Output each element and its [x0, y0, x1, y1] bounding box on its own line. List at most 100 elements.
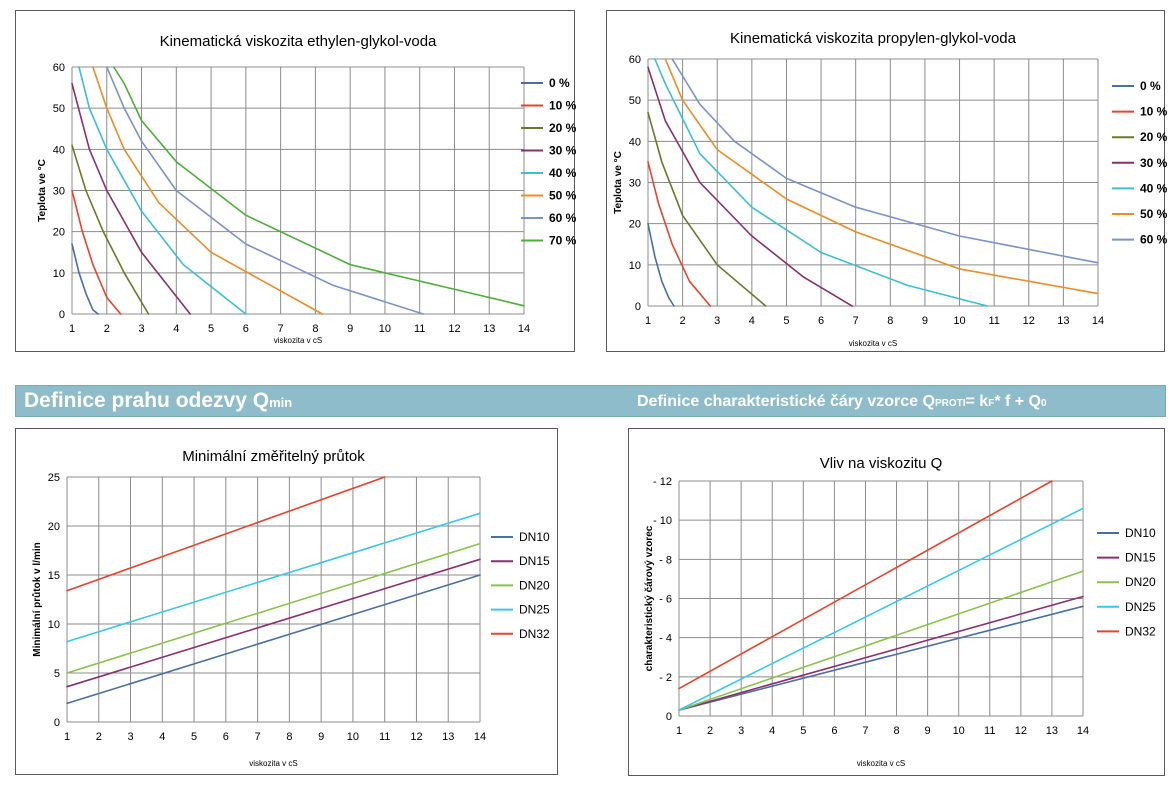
- chart-vliv-q: 1 2 3 4 5 6 7 8 9 10 11 12 13 140- 2- 4- 6- 8- 10- 12…: [644, 455, 1156, 768]
- legend-entry-label: 60 %: [1140, 233, 1168, 247]
- x-tick-label: 11: [984, 725, 995, 737]
- x-tick-label: 4: [749, 315, 755, 327]
- x-tick-label: 4: [769, 725, 775, 737]
- legend-entry-label: 50 %: [1140, 207, 1168, 221]
- chart-propylen: 1 2 3 4 5 6 7 8 9 10 11 12 13 140102030405060Kinemati…: [613, 30, 1168, 348]
- legend-entry-label: 20 %: [549, 121, 577, 135]
- x-tick-label: 10: [379, 323, 391, 335]
- y-tick-label: 30: [53, 186, 65, 198]
- x-tick-label: 11: [414, 323, 425, 335]
- legend-entry-label: DN32: [519, 627, 550, 641]
- series-line-DN10: [678, 605, 1084, 711]
- x-tick-label: 1: [69, 323, 75, 335]
- section-title-threshold: Definice prahu odezvy Qmin: [24, 389, 293, 412]
- x-tick-label: 8: [893, 725, 899, 737]
- chart-title: Kinematická viskozita ethylen-glykol-vod…: [160, 33, 437, 50]
- legend-entry-label: 50 %: [549, 189, 577, 203]
- x-tick-label: 4: [159, 731, 165, 743]
- y-tick-label: 0: [666, 711, 672, 723]
- x-tick-label: 10: [953, 315, 965, 327]
- series-line-DN25: [678, 507, 1084, 711]
- y-tick-label: 40: [53, 144, 65, 156]
- x-tick-label: 1: [645, 315, 651, 327]
- x-tick-label: 12: [1023, 315, 1035, 327]
- series-line-DN20: [66, 542, 481, 674]
- series-line-DN32: [66, 476, 386, 592]
- legend-entry-label: 60 %: [549, 211, 577, 225]
- y-tick-label: 0: [54, 717, 60, 729]
- x-axis-label: viskozita v cS: [857, 759, 905, 768]
- y-axis-label: Minimální průtok v l/min: [31, 542, 43, 656]
- x-tick-label: 7: [862, 725, 868, 737]
- x-tick-label: 2: [104, 323, 110, 335]
- x-tick-label: 11: [379, 731, 390, 743]
- x-tick-label: 1: [676, 725, 682, 737]
- x-tick-label: 9: [922, 315, 928, 327]
- series-line-DN32: [678, 480, 1053, 690]
- legend-entry-label: 0 %: [1140, 79, 1161, 93]
- y-tick-label: 60: [629, 54, 641, 66]
- legend-entry-label: 30 %: [1140, 156, 1168, 170]
- series-line-60: [106, 66, 425, 315]
- series-line-DN25: [66, 512, 481, 643]
- x-tick-label: 7: [255, 731, 261, 743]
- y-tick-label: 20: [53, 227, 65, 239]
- series-line-40: [654, 58, 989, 307]
- x-tick-label: 8: [887, 315, 893, 327]
- x-tick-label: 14: [1077, 725, 1089, 737]
- x-tick-label: 1: [64, 731, 70, 743]
- series-line-30: [647, 66, 853, 307]
- legend-entry-label: 30 %: [549, 144, 577, 158]
- y-tick-label: 20: [629, 219, 641, 231]
- y-tick-label: 10: [48, 619, 60, 631]
- y-tick-label: 10: [629, 260, 641, 272]
- x-tick-label: 5: [783, 315, 789, 327]
- y-tick-label: 0: [635, 301, 641, 313]
- series-line-DN15: [678, 595, 1084, 711]
- y-tick-label: - 12: [653, 476, 672, 488]
- x-tick-label: 7: [278, 323, 284, 335]
- y-tick-label: - 4: [659, 633, 672, 645]
- x-tick-label: 6: [243, 323, 249, 335]
- chart-panel-propylen: 1 2 3 4 5 6 7 8 9 10 11 12 13 14 0 10 20 30 40 50 60 Kinemati…: [606, 10, 1168, 352]
- y-tick-label: 10: [53, 268, 65, 280]
- chart-title: Minimální změřitelný průtok: [182, 448, 365, 465]
- y-tick-label: 20: [48, 521, 60, 533]
- y-tick-label: 30: [629, 178, 641, 190]
- x-tick-label: 12: [410, 731, 422, 743]
- x-tick-label: 9: [347, 323, 353, 335]
- chart-panel-vliv-q: 1 2 3 4 5 6 7 8 9 10 11 12 13 14 0- 2- 4- 6- 8- 10- 12…: [628, 428, 1165, 776]
- chart-panel-ethylen: 1 2 3 4 5 6 7 8 9 10 11 12 13 14 0 10 20 30 40 50 60 Kinemati…: [15, 10, 577, 352]
- y-tick-label: 15: [48, 570, 60, 582]
- x-tick-label: 3: [738, 725, 744, 737]
- x-tick-label: 13: [483, 323, 495, 335]
- series-line-10: [647, 161, 712, 307]
- x-axis-label: viskozita v cS: [274, 336, 322, 345]
- legend-entry-label: DN15: [1125, 551, 1156, 565]
- x-tick-label: 13: [442, 731, 454, 743]
- legend-entry-label: 10 %: [549, 99, 577, 113]
- x-tick-label: 9: [318, 731, 324, 743]
- y-tick-label: 60: [53, 62, 65, 74]
- x-tick-label: 13: [1046, 725, 1058, 737]
- y-tick-label: - 8: [659, 554, 672, 566]
- x-tick-label: 10: [953, 725, 965, 737]
- legend-entry-label: 40 %: [1140, 181, 1168, 195]
- legend-entry-label: DN20: [519, 578, 550, 592]
- series-line-60: [671, 58, 1099, 264]
- series-line-20: [71, 144, 150, 315]
- x-tick-label: 5: [208, 323, 214, 335]
- x-tick-label: 14: [474, 731, 486, 743]
- legend-entry-label: DN25: [1125, 600, 1156, 614]
- x-tick-label: 8: [286, 731, 292, 743]
- legend-entry-label: DN10: [519, 530, 550, 544]
- y-tick-label: 40: [629, 136, 641, 148]
- legend-entry-label: DN15: [519, 554, 550, 568]
- series-line-DN15: [66, 558, 481, 688]
- series-line-10: [71, 189, 122, 315]
- x-tick-label: 4: [173, 323, 179, 335]
- legend-entry-label: 10 %: [1140, 105, 1168, 119]
- y-axis-label: Teplota ve °C: [37, 159, 48, 222]
- series-line-DN20: [678, 570, 1084, 711]
